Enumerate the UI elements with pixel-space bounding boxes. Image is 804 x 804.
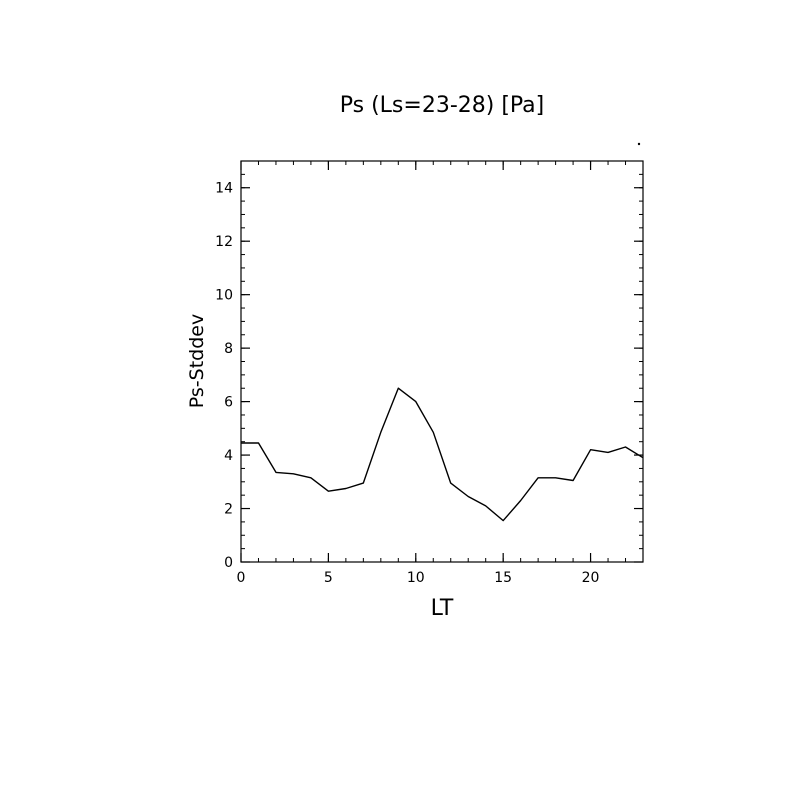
x-tick-labels: 0 5 10 15 20 [237, 570, 600, 586]
y-major-ticks [241, 187, 643, 563]
x-major-ticks [240, 161, 592, 562]
y-tick-label: 0 [224, 555, 233, 571]
y-tick-label: 8 [224, 341, 233, 357]
x-tick-label: 10 [407, 570, 425, 586]
corner-dot [637, 142, 641, 146]
y-axis-label: Ps-Stddev [186, 314, 208, 408]
chart-title: Ps (Ls=23-28) [Pa] [340, 93, 545, 118]
y-tick-labels: 0 2 4 6 8 10 12 14 [215, 181, 233, 571]
x-axis-label: LT [431, 596, 454, 621]
y-tick-label: 2 [224, 502, 233, 518]
x-tick-label: 0 [237, 570, 246, 586]
y-tick-label: 6 [224, 395, 233, 411]
x-minor-ticks [240, 161, 644, 562]
x-tick-label: 5 [324, 570, 333, 586]
y-tick-label: 12 [215, 234, 233, 250]
y-tick-label: 14 [215, 181, 233, 197]
series-layer [241, 387, 644, 522]
x-tick-label: 15 [494, 570, 512, 586]
y-tick-label: 10 [215, 288, 233, 304]
plot-frame [240, 160, 644, 563]
x-tick-label: 20 [582, 570, 600, 586]
y-minor-ticks [241, 160, 643, 563]
y-tick-label: 4 [224, 448, 233, 464]
series-line [241, 387, 644, 522]
